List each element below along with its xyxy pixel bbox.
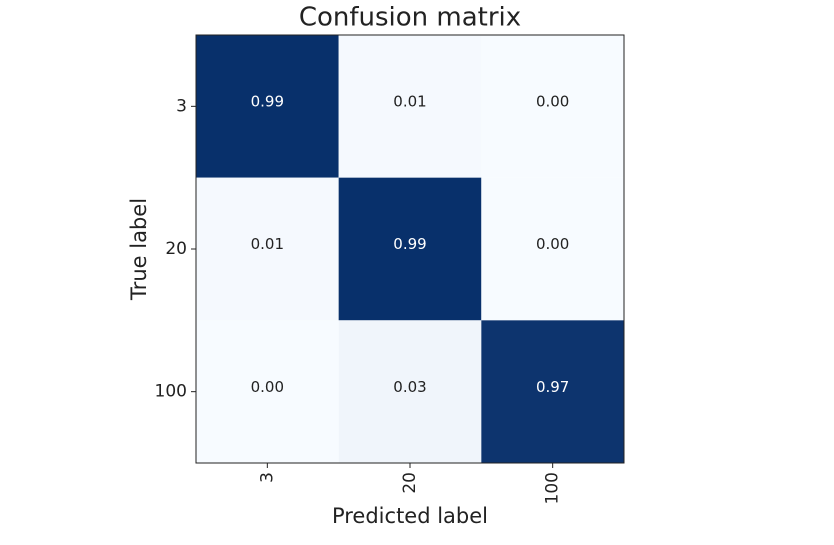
heatmap-cell: [196, 320, 339, 463]
cell-label: 0.99: [251, 93, 284, 111]
x-tick-label: 3: [257, 472, 277, 483]
y-tick-label: 3: [176, 96, 187, 116]
cell-label: 0.03: [393, 378, 426, 396]
chart-title: Confusion matrix: [299, 3, 521, 33]
heatmap-cell: [481, 35, 624, 178]
heatmap-cell: [338, 177, 482, 321]
cell-label: 0.01: [393, 93, 426, 111]
heatmap-cell: [196, 35, 339, 178]
heatmap-cell: [338, 320, 482, 463]
y-tick-label: 20: [165, 239, 187, 259]
cell-label: 0.01: [251, 235, 284, 253]
cell-label: 0.00: [536, 93, 569, 111]
x-tick-label: 100: [543, 472, 563, 504]
heatmap-cell: [481, 177, 624, 321]
heatmap-cell: [481, 320, 624, 463]
cell-label: 0.99: [393, 235, 426, 253]
x-axis-label: Predicted label: [332, 504, 488, 528]
heatmap-cell: [338, 35, 482, 178]
y-tick-label: 100: [155, 382, 187, 402]
cell-label: 0.97: [536, 378, 569, 396]
y-axis-label: True label: [127, 198, 151, 301]
cell-label: 0.00: [251, 378, 284, 396]
x-tick-label: 20: [400, 472, 420, 494]
heatmap-cell: [196, 177, 339, 321]
cell-label: 0.00: [536, 235, 569, 253]
